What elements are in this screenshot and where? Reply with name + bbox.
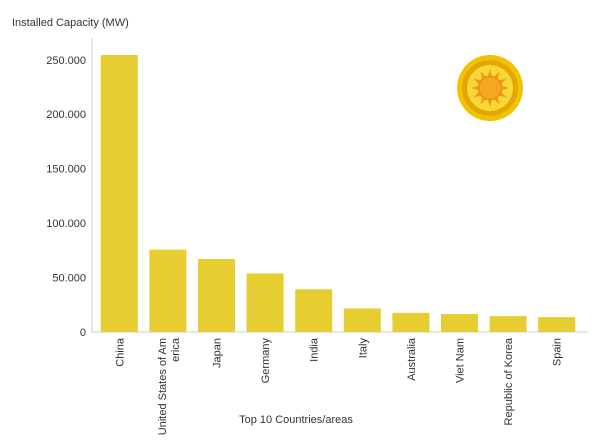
x-tick-label: Italy [357,338,369,359]
bar [489,316,527,332]
y-tick-label: 200.000 [46,109,86,121]
bar [100,55,138,332]
x-tick-labels: China United States of America Japan German… [114,337,563,435]
bar [149,249,187,332]
sun-badge-icon [457,55,523,121]
y-axis-label: Installed Capacity (MW) [12,17,129,29]
x-tick-label: Australia [406,337,418,381]
bar [198,259,235,332]
y-tick-label: 0 [80,327,86,339]
bar [295,289,333,332]
y-tick-label: 150.000 [46,164,86,176]
x-tick-label: Japan [212,338,224,368]
y-tick-label: 50.000 [52,273,86,285]
x-tick-label: Viet Nam [455,338,467,383]
x-tick-label: United States of America [157,337,182,435]
x-tick-label: Germany [260,338,272,384]
bar [392,312,430,332]
bar [343,308,381,332]
bar [538,317,576,332]
x-axis-label: Top 10 Countries/areas [239,414,353,426]
x-tick-label: India [309,337,321,362]
x-tick-label: China [114,337,126,367]
y-tick-label: 250.000 [46,55,86,67]
bar [246,273,284,332]
x-tick-label: Republic of Korea [503,337,515,425]
bars [100,55,576,332]
y-ticks: 0 50.000 100.000 150.000 200.000 250.000 [46,55,86,339]
x-tick-label: Spain [552,338,564,366]
bar [441,314,478,332]
y-tick-label: 100.000 [46,218,86,230]
